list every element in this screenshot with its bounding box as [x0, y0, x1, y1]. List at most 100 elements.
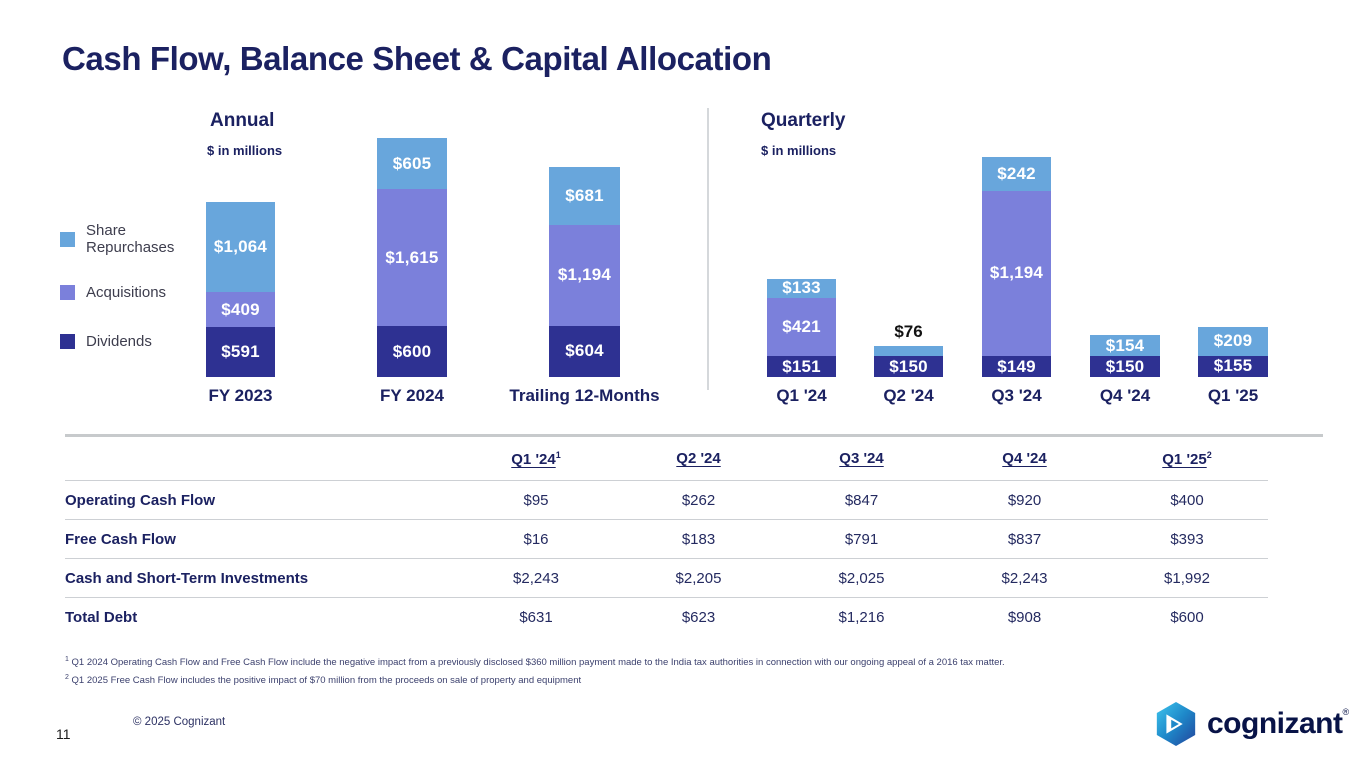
table-top-divider [65, 434, 1323, 437]
quarterly-chart-title: Quarterly [761, 110, 846, 131]
bar-value-label: $1,194 [989, 263, 1044, 283]
table-row-label: Cash and Short-Term Investments [65, 558, 455, 598]
table-row-label: Operating Cash Flow [65, 480, 455, 520]
legend-item-share-repurchases: Share Repurchases [60, 222, 204, 256]
bar-segment-dividends: $151 [767, 356, 836, 377]
table-cell: $623 [681, 608, 716, 626]
bar-value-label: $150 [889, 356, 928, 376]
category-label: Q1 '25 [1207, 386, 1259, 405]
category-label: Q2 '24 [883, 386, 934, 405]
footnote-text: Q1 2024 Operating Cash Flow and Free Cas… [71, 657, 1005, 669]
header-footnote-marker: 1 [555, 450, 561, 460]
bar-segment-acquisitions: $421 [767, 297, 836, 357]
category-label: Q4 '24 [1099, 386, 1151, 405]
header-footnote-marker: 2 [1206, 450, 1212, 460]
bar-segment-dividends: $600 [377, 326, 447, 377]
bar-value-label: $604 [565, 341, 604, 361]
footnote-2: 2 Q1 2025 Free Cash Flow includes the po… [65, 671, 1005, 689]
bar-value-label: $133 [782, 278, 821, 298]
table-cell: $847 [780, 480, 943, 520]
table-cell: $837 [943, 519, 1106, 559]
table-cell: $2,025 [780, 558, 943, 598]
table-cell: $95 [455, 480, 617, 520]
table-cell: $2,243 [455, 558, 617, 598]
legend-label: Share Repurchases [86, 222, 175, 256]
cognizant-logo: cognizant ® [1153, 701, 1349, 747]
legend-label: Acquisitions [86, 284, 167, 301]
bar-value-label: $591 [221, 341, 260, 361]
cognizant-wordmark: cognizant [1207, 707, 1343, 740]
table-cell: $393 [1106, 519, 1268, 559]
cognizant-logo-icon [1156, 701, 1196, 747]
bar-value-label: $209 [1213, 331, 1253, 350]
bar-segment-dividends: $150 [1090, 356, 1160, 377]
table-row-label: Total Debt [65, 608, 138, 626]
category-label: FY 2023 [208, 386, 273, 405]
table-header-row: Q1 '241 Q2 '24 Q3 '24 Q4 '24 Q1 '252 [65, 450, 1268, 481]
table-header-q3-24: Q3 '24 [780, 450, 943, 481]
bar-segment-share-repurchases: $209 [1198, 326, 1268, 356]
bar-value-label: $1,615 [385, 247, 439, 267]
table-cell: $183 [617, 519, 780, 559]
bar-value-label-outside: $76 [894, 321, 923, 341]
legend-item-acquisitions: Acquisitions [60, 284, 166, 301]
table-body: Operating Cash Flow $95 $262 $847 $920 $400 Fr… [65, 480, 1268, 637]
table-cell: $2,243 [943, 558, 1106, 598]
legend-swatch-share-repurchases [60, 231, 75, 247]
bar-segment-dividends: $604 [549, 325, 620, 377]
bar-value-label: $1,194 [557, 265, 612, 285]
footnote-text: Q1 2025 Free Cash Flow includes the posi… [71, 674, 582, 686]
registered-trademark-mark: ® [1342, 707, 1350, 717]
page-title: Cash Flow, Balance Sheet & Capital Alloc… [62, 40, 772, 77]
bar-segment-share-repurchases: $133 [767, 278, 836, 298]
bar-segment-share-repurchases: $681 [549, 166, 620, 225]
page-number: 11 [56, 726, 71, 742]
section-divider [707, 108, 709, 390]
bar-segment-share-repurchases: $242 [982, 157, 1051, 191]
bar-value-label: $1,064 [213, 237, 268, 257]
bar-segment-dividends: $591 [206, 326, 275, 377]
bar-value-label: $149 [997, 356, 1036, 376]
table-header-row: Q1 '241 Q2 '24 Q3 '24 Q4 '24 Q1 '252 [65, 450, 1268, 481]
table-header-q4-24: Q4 '24 [943, 450, 1106, 481]
bar-segment-acquisitions: $1,194 [982, 190, 1051, 357]
table-row-free-cash-flow: Free Cash Flow $16 $183 $791 $837 $393 [65, 519, 1268, 559]
legend-swatch-dividends [60, 334, 75, 349]
table-cell: $2,205 [617, 558, 780, 598]
table-cell: $1,992 [1106, 558, 1268, 598]
bar-value-label: $600 [392, 341, 432, 361]
bar-segment-acquisitions: $409 [206, 292, 275, 327]
financial-metrics-table: Q1 '241 Q2 '24 Q3 '24 Q4 '24 Q1 '252 Operati… [65, 450, 1268, 636]
bar-segment-share-repurchases: $1,064 [206, 201, 275, 293]
table-row-total-debt: Total Debt $631 $623 $1,216 $908 $600 [65, 598, 1268, 637]
table-row-cash-and-short-term-investments: Cash and Short-Term Investments $2,243 $2,… [65, 558, 1268, 598]
bar-segment-share-repurchases: $154 [1090, 334, 1160, 357]
footnotes: 1 Q1 2024 Operating Cash Flow and Free C… [65, 653, 1005, 688]
bar-value-label: $155 [1213, 356, 1253, 376]
category-label: Q1 '24 [776, 386, 827, 405]
category-label: Trailing 12-Months [509, 386, 660, 405]
bar-segment-share-repurchases: $605 [377, 137, 447, 190]
table-row-operating-cash-flow: Operating Cash Flow $95 $262 $847 $920 $400 [65, 480, 1268, 520]
table-header-q1-25: Q1 '252 [1106, 450, 1268, 481]
annual-chart-subtitle: $ in millions [207, 143, 283, 158]
table-cell: $400 [1106, 480, 1268, 520]
table-header-q2-24: Q2 '24 [617, 450, 780, 481]
table-row-label: Free Cash Flow [65, 519, 455, 559]
table-cell: $908 [1007, 608, 1042, 626]
bar-value-label: $150 [1105, 356, 1145, 376]
footnote-marker: 1 [65, 656, 69, 663]
bar-value-label: $409 [221, 299, 260, 319]
bar-segment-dividends: $155 [1198, 355, 1268, 377]
legend-swatch-acquisitions [60, 285, 75, 300]
footnote-1: 1 Q1 2024 Operating Cash Flow and Free C… [65, 653, 1005, 671]
table-header-q1-24: Q1 '241 [455, 450, 617, 481]
category-label: Q3 '24 [991, 386, 1042, 405]
bar-value-label: $151 [782, 356, 821, 376]
table-cell: $631 [519, 608, 553, 626]
table-cell: $16 [455, 519, 617, 559]
category-label: FY 2024 [380, 386, 444, 405]
table-cell: $791 [780, 519, 943, 559]
copyright-text: © 2025 Cognizant [133, 716, 226, 728]
